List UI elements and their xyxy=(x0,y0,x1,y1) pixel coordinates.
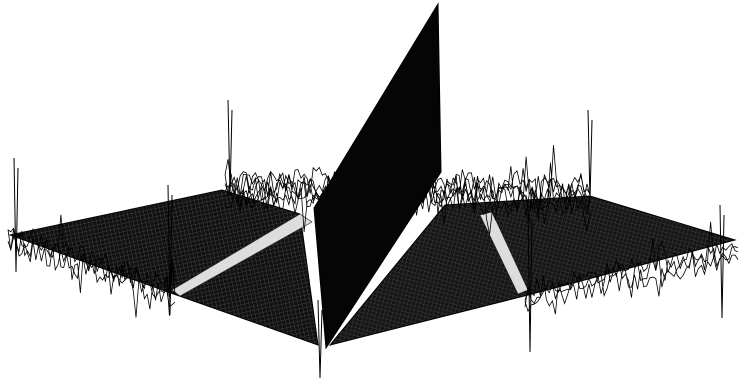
corner-spike xyxy=(527,209,533,353)
corner-spike xyxy=(719,204,725,319)
ridge-right xyxy=(479,211,529,295)
corner-spike xyxy=(587,109,593,201)
corner-spike xyxy=(167,184,173,316)
corner-spike xyxy=(317,299,323,379)
left-noise xyxy=(7,235,176,318)
right-noise xyxy=(524,221,739,301)
right-noise xyxy=(524,246,739,315)
left-noise xyxy=(7,228,176,316)
corner-spike xyxy=(13,157,19,273)
central-sheet xyxy=(313,2,442,350)
corner-spike xyxy=(227,99,233,196)
left-noise xyxy=(7,214,176,298)
ridge-left xyxy=(171,213,313,297)
